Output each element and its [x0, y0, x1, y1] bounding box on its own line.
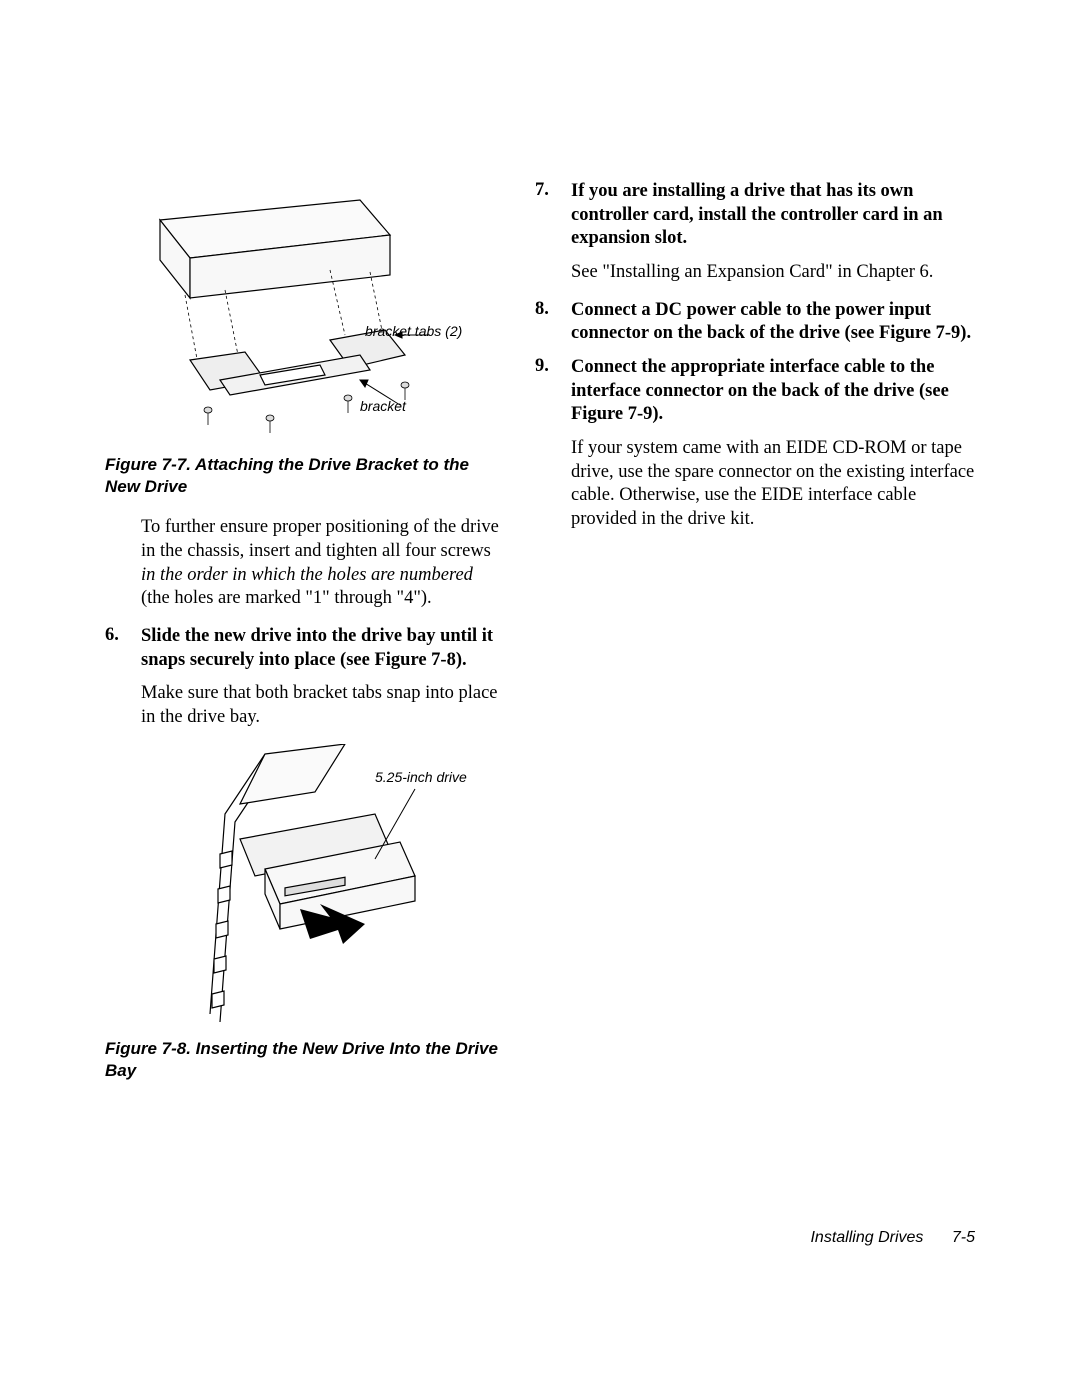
- step-7-text: If you are installing a drive that has i…: [571, 180, 975, 251]
- callout-bracket: bracket: [360, 398, 406, 414]
- callout-bracket-tabs: bracket tabs (2): [365, 323, 462, 339]
- step-7-follow: See "Installing an Expansion Card" in Ch…: [571, 261, 975, 285]
- positioning-text-a: To further ensure proper positioning of …: [141, 517, 499, 561]
- step-6-follow: Make sure that both bracket tabs snap in…: [141, 682, 505, 729]
- step-8: 8. Connect a DC power cable to the power…: [535, 299, 975, 346]
- positioning-text-c: (the holes are marked "1" through "4").: [141, 588, 432, 608]
- footer-title: Installing Drives: [810, 1229, 923, 1246]
- step-7: 7. If you are installing a drive that ha…: [535, 180, 975, 251]
- figure-7-7-diagram: bracket tabs (2) bracket: [130, 180, 480, 440]
- page-content: bracket tabs (2) bracket Figure 7-7. Att…: [105, 180, 975, 1100]
- step-9-number: 9.: [535, 356, 571, 427]
- step-9: 9. Connect the appropriate interface cab…: [535, 356, 975, 427]
- figure-7-8-caption: Figure 7-8. Inserting the New Drive Into…: [105, 1038, 505, 1082]
- positioning-text-b: in the order in which the holes are numb…: [141, 565, 473, 585]
- footer-page-number: 7-5: [952, 1229, 975, 1246]
- callout-525-drive: 5.25-inch drive: [375, 769, 467, 785]
- step-9-follow: If your system came with an EIDE CD-ROM …: [571, 437, 975, 532]
- left-column: bracket tabs (2) bracket Figure 7-7. Att…: [105, 180, 505, 1100]
- step-6: 6. Slide the new drive into the drive ba…: [105, 625, 505, 672]
- step-8-text: Connect a DC power cable to the power in…: [571, 299, 975, 346]
- figure-7-7-caption: Figure 7-7. Attaching the Drive Bracket …: [105, 454, 505, 498]
- figure-7-8: 5.25-inch drive Figure 7-8. Inserting th…: [105, 744, 505, 1082]
- step-7-number: 7.: [535, 180, 571, 251]
- step-9-text: Connect the appropriate interface cable …: [571, 356, 975, 427]
- step-6-text: Slide the new drive into the drive bay u…: [141, 625, 505, 672]
- positioning-paragraph: To further ensure proper positioning of …: [141, 516, 505, 611]
- step-6-number: 6.: [105, 625, 141, 672]
- figure-7-7: bracket tabs (2) bracket Figure 7-7. Att…: [105, 180, 505, 498]
- figure-7-8-diagram: 5.25-inch drive: [165, 744, 515, 1024]
- step-8-number: 8.: [535, 299, 571, 346]
- right-column: 7. If you are installing a drive that ha…: [535, 180, 975, 1100]
- page-footer: Installing Drives 7-5: [810, 1229, 975, 1247]
